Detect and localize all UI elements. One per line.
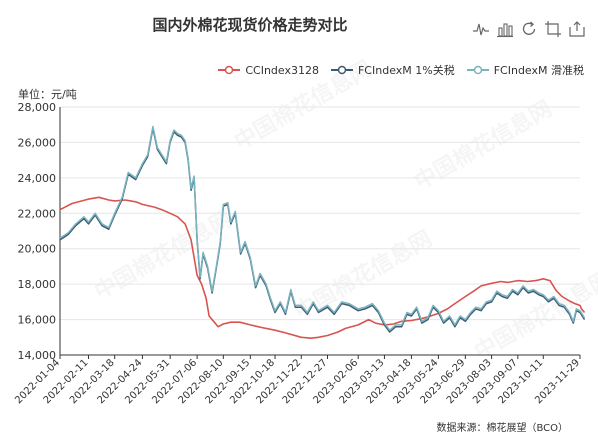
legend-label: CCIndex3128 <box>245 63 319 77</box>
y-tick-label: 26,000 <box>18 136 57 149</box>
restore-icon[interactable] <box>520 20 538 38</box>
y-tick-label: 20,000 <box>18 243 57 256</box>
legend-item-fcindex-sliding[interactable]: FCIndexM 滑准税 <box>466 62 584 78</box>
line-chart-icon[interactable] <box>472 20 490 38</box>
chart-toolbox <box>472 20 586 38</box>
legend-item-fcindex-1pct[interactable]: FCIndexM 1%关税 <box>330 62 455 78</box>
y-axis-unit-label: 单位：元/吨 <box>18 88 77 101</box>
svg-text:中国棉花信息网: 中国棉花信息网 <box>230 56 376 156</box>
y-tick-label: 14,000 <box>18 349 57 362</box>
y-tick-label: 16,000 <box>18 314 57 327</box>
legend-label: FCIndexM 滑准税 <box>493 64 584 77</box>
svg-text:中国棉花信息网: 中国棉花信息网 <box>410 96 556 196</box>
y-tick-label: 28,000 <box>18 101 57 114</box>
data-source-note: 数据来源：棉花展望（BCO） <box>436 423 568 434</box>
save-image-icon[interactable] <box>568 20 586 38</box>
series-line-2 <box>59 127 586 333</box>
series-line-3 <box>59 125 586 331</box>
chart-title: 国内外棉花现货价格走势对比 <box>152 16 348 34</box>
data-zoom-icon[interactable] <box>544 20 562 38</box>
bar-chart-icon[interactable] <box>496 20 514 38</box>
series-line-1 <box>59 196 586 340</box>
watermark-layer: 中国棉花信息网 中国棉花信息网 中国棉花信息网 中国棉花信息网 中国棉花信息网 <box>90 56 598 366</box>
legend-swatch <box>466 65 489 75</box>
legend-item-ccindex[interactable]: CCIndex3128 <box>218 62 319 78</box>
y-tick-label: 22,000 <box>18 207 57 220</box>
y-tick-label: 24,000 <box>18 172 57 185</box>
chart-legend: CCIndex3128 FCIndexM 1%关税 FCIndexM 滑准税 <box>218 62 584 78</box>
y-tick-label: 18,000 <box>18 278 57 291</box>
legend-swatch <box>218 65 241 75</box>
legend-label: FCIndexM 1%关税 <box>357 64 455 77</box>
legend-swatch <box>330 65 353 75</box>
